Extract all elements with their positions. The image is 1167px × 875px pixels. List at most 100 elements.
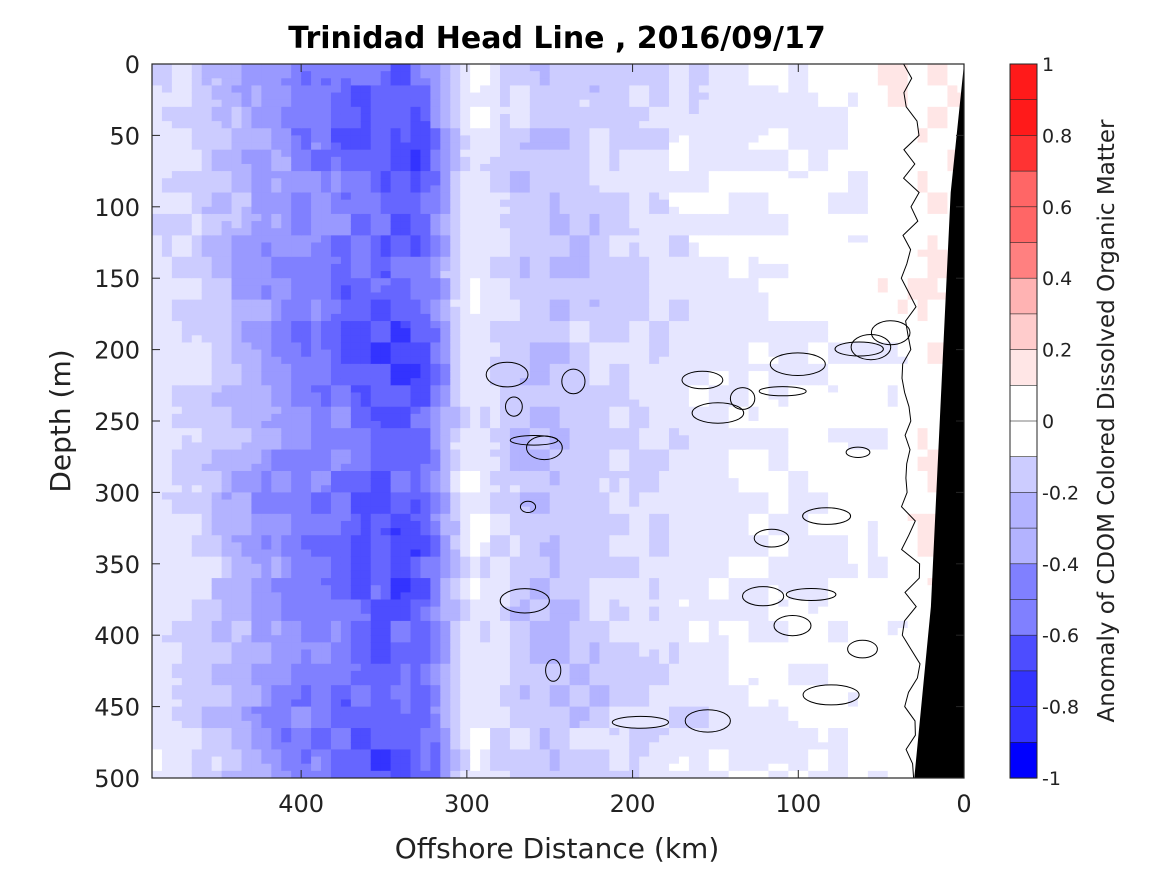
field-cell <box>321 628 332 636</box>
field-cell <box>460 356 471 365</box>
field-cell <box>529 349 541 358</box>
field-cell <box>529 292 541 301</box>
field-cell <box>480 563 491 572</box>
field-cell <box>539 449 551 458</box>
field-cell <box>470 385 481 394</box>
field-cell <box>221 735 233 743</box>
field-cell <box>251 113 262 122</box>
field-cell <box>490 749 501 758</box>
field-cell <box>340 456 352 465</box>
field-cell <box>171 192 183 201</box>
field-cell <box>191 121 203 129</box>
field-cell <box>370 570 382 579</box>
field-cell <box>579 706 591 715</box>
field-cell <box>380 406 392 415</box>
field-cell <box>599 128 610 136</box>
field-cell <box>291 620 302 629</box>
field-cell <box>321 249 332 258</box>
field-cell <box>251 456 262 465</box>
field-cell <box>161 692 173 701</box>
field-cell <box>500 235 511 244</box>
field-cell <box>619 421 630 429</box>
field-cell <box>380 670 392 679</box>
field-cell <box>639 299 650 308</box>
field-cell <box>251 78 262 87</box>
field-cell <box>440 699 451 708</box>
anomaly-field <box>152 64 964 778</box>
field-cell <box>450 749 461 758</box>
field-cell <box>161 192 173 201</box>
field-cell <box>589 64 601 72</box>
field-cell <box>330 428 342 436</box>
field-cell <box>330 313 342 322</box>
field-cell <box>291 392 302 401</box>
field-cell <box>579 135 591 144</box>
field-cell <box>321 163 332 172</box>
field-cell <box>569 113 581 122</box>
field-cell <box>629 563 640 572</box>
field-cell <box>619 735 630 743</box>
field-cell <box>321 699 332 708</box>
field-cell <box>480 199 491 208</box>
field-cell <box>161 435 173 444</box>
field-cell <box>569 371 581 379</box>
field-cell <box>311 278 322 286</box>
field-cell <box>281 299 292 308</box>
field-cell <box>380 578 392 586</box>
field-cell <box>569 313 581 322</box>
field-cell <box>400 306 412 315</box>
field-cell <box>340 649 352 658</box>
field-cell <box>450 435 461 444</box>
field-cell <box>519 328 531 336</box>
field-cell <box>480 78 491 87</box>
field-cell <box>460 99 471 108</box>
field-cell <box>460 421 471 429</box>
field-cell <box>589 221 601 229</box>
field-cell <box>221 599 233 608</box>
field-cell <box>430 699 441 708</box>
field-cell <box>599 628 610 636</box>
field-cell <box>629 328 640 336</box>
field-cell <box>271 149 282 158</box>
field-cell <box>579 292 591 301</box>
field-cell <box>450 535 461 543</box>
field-cell <box>211 649 223 658</box>
field-cell <box>450 228 461 236</box>
field-cell <box>241 428 253 436</box>
field-cell <box>152 685 163 693</box>
field-cell <box>480 356 491 365</box>
field-cell <box>509 356 521 365</box>
field-cell <box>321 178 332 186</box>
field-cell <box>490 606 501 615</box>
field-cell <box>420 549 431 558</box>
field-cell <box>539 142 551 151</box>
field-cell <box>619 99 630 108</box>
field-cell <box>370 706 382 715</box>
field-cell <box>181 299 193 308</box>
field-cell <box>251 213 262 222</box>
field-cell <box>380 92 392 101</box>
field-cell <box>191 635 203 643</box>
field-cell <box>221 392 233 401</box>
field-cell <box>500 335 511 344</box>
field-cell <box>301 128 312 136</box>
field-cell <box>301 349 312 358</box>
field-cell <box>539 478 551 486</box>
field-cell <box>529 299 541 308</box>
field-cell <box>311 371 322 379</box>
field-cell <box>629 278 640 286</box>
field-cell <box>261 399 272 408</box>
field-cell <box>450 556 461 565</box>
field-cell <box>360 578 372 586</box>
field-cell <box>440 292 451 301</box>
field-cell <box>569 163 581 172</box>
field-cell <box>400 499 412 508</box>
field-cell <box>470 328 481 336</box>
field-cell <box>281 106 292 115</box>
field-cell <box>221 578 233 586</box>
field-cell <box>500 763 511 772</box>
field-cell <box>509 563 521 572</box>
field-cell <box>231 271 243 279</box>
field-cell <box>340 385 352 394</box>
field-cell <box>301 342 312 351</box>
